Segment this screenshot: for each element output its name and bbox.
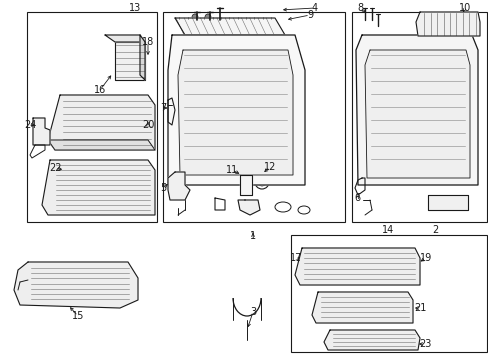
- Text: 24: 24: [24, 120, 36, 130]
- Polygon shape: [105, 35, 145, 42]
- Text: 11: 11: [225, 165, 238, 175]
- Polygon shape: [48, 95, 155, 150]
- Polygon shape: [14, 262, 138, 308]
- Text: 5: 5: [160, 183, 166, 193]
- Text: 23: 23: [418, 339, 430, 349]
- Bar: [351, 12, 486, 222]
- Polygon shape: [294, 248, 419, 285]
- Polygon shape: [42, 160, 155, 215]
- Bar: [163, 12, 345, 222]
- Polygon shape: [140, 35, 145, 80]
- Text: 1: 1: [249, 231, 256, 241]
- Text: 8: 8: [356, 3, 362, 13]
- Text: 12: 12: [263, 162, 276, 172]
- Text: 9: 9: [306, 10, 312, 20]
- Text: 20: 20: [142, 120, 154, 130]
- Bar: [27, 12, 157, 222]
- Text: 14: 14: [381, 225, 393, 235]
- Polygon shape: [178, 50, 292, 175]
- Polygon shape: [364, 50, 469, 178]
- Text: 15: 15: [72, 311, 84, 321]
- Text: 4: 4: [311, 3, 317, 13]
- Bar: [290, 235, 486, 352]
- Text: 2: 2: [431, 225, 437, 235]
- Polygon shape: [355, 35, 477, 185]
- Text: 7: 7: [160, 103, 166, 113]
- Text: 6: 6: [353, 193, 359, 203]
- Text: 18: 18: [142, 37, 154, 47]
- Text: 16: 16: [94, 85, 106, 95]
- Text: 13: 13: [129, 3, 141, 13]
- Text: 22: 22: [49, 163, 61, 173]
- Text: 17: 17: [289, 253, 302, 263]
- Polygon shape: [240, 175, 251, 195]
- Polygon shape: [33, 118, 50, 145]
- Polygon shape: [311, 292, 412, 323]
- Polygon shape: [238, 200, 260, 215]
- Polygon shape: [175, 18, 285, 35]
- Text: 3: 3: [249, 307, 256, 317]
- Polygon shape: [168, 172, 190, 200]
- Circle shape: [192, 14, 198, 20]
- Polygon shape: [427, 195, 467, 210]
- Text: 21: 21: [413, 303, 426, 313]
- Polygon shape: [415, 12, 479, 36]
- Text: 10: 10: [458, 3, 470, 13]
- Polygon shape: [168, 35, 305, 185]
- Polygon shape: [115, 42, 145, 80]
- Text: 19: 19: [419, 253, 431, 263]
- Polygon shape: [48, 140, 155, 150]
- Polygon shape: [324, 330, 419, 350]
- Circle shape: [204, 14, 210, 20]
